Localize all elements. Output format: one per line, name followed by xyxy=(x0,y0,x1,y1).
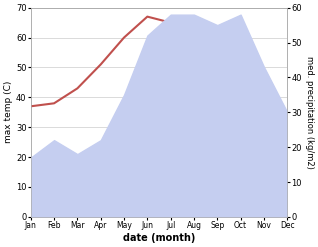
Y-axis label: med. precipitation (kg/m2): med. precipitation (kg/m2) xyxy=(305,56,314,169)
X-axis label: date (month): date (month) xyxy=(123,233,195,243)
Y-axis label: max temp (C): max temp (C) xyxy=(4,81,13,144)
